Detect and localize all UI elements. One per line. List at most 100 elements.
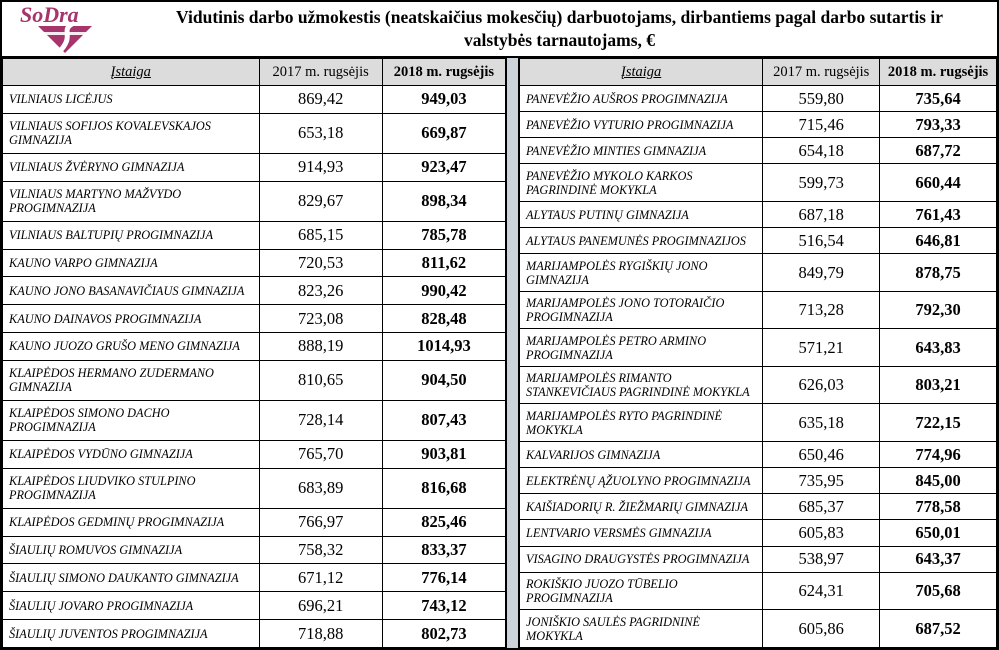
table-row: MARIJAMPOLĖS PETRO ARMINO PROGIMNAZIJA 57… (518, 328, 997, 367)
institution-name-cell: KAIŠIADORIŲ R. ŽIEŽMARIŲ GIMNAZIJA (518, 493, 764, 521)
table-row: PANEVĖŽIO MINTIES GIMNAZIJA 654,18 687,72 (518, 137, 997, 165)
salary-table-right: Įstaiga 2017 m. rugsėjis 2018 m. rugsėji… (518, 58, 997, 648)
value-2018-cell: 833,37 (381, 535, 507, 565)
table-header-row: Įstaiga 2017 m. rugsėjis 2018 m. rugsėji… (2, 58, 507, 86)
value-2018-cell: 669,87 (381, 112, 507, 154)
table-row: KAUNO VARPO GIMNAZIJA 720,53 811,62 (2, 248, 507, 278)
salary-table: Įstaiga 2017 m. rugsėjis 2018 m. rugsėji… (2, 58, 507, 648)
value-2017-cell: 849,79 (762, 253, 881, 292)
value-2017-cell: 626,03 (762, 365, 881, 405)
value-2017-cell: 685,15 (258, 220, 383, 250)
value-2017-cell: 605,83 (762, 519, 881, 547)
value-2017-cell: 914,93 (258, 152, 383, 182)
table-separator (506, 58, 519, 648)
institution-name-cell: MARIJAMPOLĖS RYTO PAGRINDINĖ MOKYKLA (518, 403, 764, 442)
table-row: PANEVĖŽIO VYTURIO PROGIMNAZIJA 715,46 793,… (518, 111, 997, 139)
value-2018-cell: 793,33 (879, 111, 997, 139)
table-row: VILNIAUS BALTUPIŲ PROGIMNAZIJA 685,15 785,… (2, 220, 507, 250)
value-2017-cell: 723,08 (258, 304, 383, 334)
table-row: MARIJAMPOLĖS RYGIŠKIŲ JONO GIMNAZIJA 849,… (518, 253, 997, 292)
value-2018-cell: 898,34 (381, 180, 507, 222)
institution-name-cell: VILNIAUS MARTYNO MAŽVYDO PROGIMNAZIJA (2, 180, 260, 222)
value-2018-cell: 646,81 (879, 227, 997, 255)
value-2017-cell: 671,12 (258, 563, 383, 593)
value-2017-cell: 715,46 (762, 111, 881, 139)
value-2018-cell: 650,01 (879, 519, 997, 547)
column-header-2017: 2017 m. rugsėjis (258, 58, 383, 86)
table-row: VILNIAUS LICĖJUS 869,42 949,03 (2, 85, 507, 114)
value-2017-cell: 766,97 (258, 507, 383, 537)
table-row: MARIJAMPOLĖS RYTO PAGRINDINĖ MOKYKLA 635,… (518, 403, 997, 442)
value-2018-cell: 792,30 (879, 290, 997, 330)
value-2017-cell: 758,32 (258, 535, 383, 565)
value-2018-cell: 660,44 (879, 163, 997, 202)
value-2017-cell: 696,21 (258, 591, 383, 621)
institution-name-cell: KALVARIJOS GIMNAZIJA (518, 440, 764, 469)
value-2018-cell: 825,46 (381, 507, 507, 537)
tables-area: Įstaiga 2017 m. rugsėjis 2018 m. rugsėji… (2, 58, 997, 648)
institution-name-cell: KAUNO DAINAVOS PROGIMNAZIJA (2, 304, 260, 334)
value-2017-cell: 571,21 (762, 328, 881, 367)
value-2018-cell: 802,73 (381, 619, 507, 648)
table-row: KLAIPĖDOS VYDŪNO GIMNAZIJA 765,70 903,81 (2, 439, 507, 469)
value-2018-cell: 776,14 (381, 563, 507, 593)
column-header-2017: 2017 m. rugsėjis (762, 58, 881, 86)
institution-name-cell: JONIŠKIO SAULĖS PAGRIDNINĖ MOKYKLA (518, 609, 764, 648)
institution-name-cell: MARIJAMPOLĖS JONO TOTORAIČIO PROGIMNAZIJ… (518, 290, 764, 330)
table-row: MARIJAMPOLĖS JONO TOTORAIČIO PROGIMNAZIJ… (518, 290, 997, 330)
value-2017-cell: 823,26 (258, 276, 383, 306)
value-2018-cell: 1014,93 (381, 332, 507, 361)
column-header-2018: 2018 m. rugsėjis (879, 58, 997, 86)
table-row: ALYTAUS PANEMUNĖS PROGIMNAZIJOS 516,54 646… (518, 227, 997, 255)
table-row: LENTVARIO VERSMĖS GIMNAZIJA 605,83 650,01 (518, 519, 997, 547)
column-header-2018: 2018 m. rugsėjis (381, 58, 507, 86)
institution-name-cell: ŠIAULIŲ ROMUVOS GIMNAZIJA (2, 535, 260, 565)
institution-name-cell: MARIJAMPOLĖS RYGIŠKIŲ JONO GIMNAZIJA (518, 253, 764, 292)
value-2017-cell: 624,31 (762, 571, 881, 611)
table-header-row: Įstaiga 2017 m. rugsėjis 2018 m. rugsėji… (518, 58, 997, 86)
table-row: ROKIŠKIO JUOZO TŪBELIO PROGIMNAZIJA 624,3… (518, 571, 997, 611)
table-row: ELEKTRĖNŲ ĄŽUOLYNO PROGIMNAZIJA 735,95 845… (518, 467, 997, 495)
value-2017-cell: 713,28 (762, 290, 881, 330)
table-row: VILNIAUS SOFIJOS KOVALEVSKAJOS GIMNAZIJA… (2, 112, 507, 154)
value-2018-cell: 828,48 (381, 304, 507, 334)
table-row: KAUNO JUOZO GRUŠO MENO GIMNAZIJA 888,19 10… (2, 332, 507, 361)
institution-name-cell: VILNIAUS SOFIJOS KOVALEVSKAJOS GIMNAZIJA (2, 112, 260, 154)
salary-table-left: Įstaiga 2017 m. rugsėjis 2018 m. rugsėji… (2, 58, 507, 648)
institution-name-cell: KAUNO VARPO GIMNAZIJA (2, 248, 260, 278)
value-2017-cell: 654,18 (762, 137, 881, 165)
institution-name-cell: ŠIAULIŲ JUVENTOS PROGIMNAZIJA (2, 619, 260, 648)
table-row: KAUNO DAINAVOS PROGIMNAZIJA 723,08 828,48 (2, 304, 507, 334)
value-2018-cell: 904,50 (381, 359, 507, 401)
value-2017-cell: 735,95 (762, 467, 881, 495)
institution-name-cell: ROKIŠKIO JUOZO TŪBELIO PROGIMNAZIJA (518, 571, 764, 611)
value-2017-cell: 728,14 (258, 399, 383, 441)
value-2018-cell: 778,58 (879, 493, 997, 521)
value-2018-cell: 803,21 (879, 365, 997, 405)
value-2017-cell: 599,73 (762, 163, 881, 202)
table-row: MARIJAMPOLĖS RIMANTO STANKEVIČIAUS PAGRI… (518, 365, 997, 405)
value-2018-cell: 705,68 (879, 571, 997, 611)
column-header-institution: Įstaiga (2, 58, 260, 86)
value-2018-cell: 643,37 (879, 545, 997, 573)
value-2018-cell: 687,52 (879, 609, 997, 648)
value-2017-cell: 810,65 (258, 359, 383, 401)
table-row: VISAGINO DRAUGYSTĖS PROGIMNAZIJA 538,97 64… (518, 545, 997, 573)
value-2018-cell: 722,15 (879, 403, 997, 442)
institution-name-cell: ŠIAULIŲ JOVARO PROGIMNAZIJA (2, 591, 260, 621)
institution-name-cell: LENTVARIO VERSMĖS GIMNAZIJA (518, 519, 764, 547)
value-2018-cell: 807,43 (381, 399, 507, 441)
value-2017-cell: 718,88 (258, 619, 383, 648)
institution-name-cell: PANEVĖŽIO MYKOLO KARKOS PAGRINDINĖ MOKYK… (518, 163, 764, 202)
value-2017-cell: 720,53 (258, 248, 383, 278)
value-2017-cell: 538,97 (762, 545, 881, 573)
table-row: PANEVĖŽIO MYKOLO KARKOS PAGRINDINĖ MOKYK… (518, 163, 997, 202)
value-2017-cell: 605,86 (762, 609, 881, 648)
value-2018-cell: 687,72 (879, 137, 997, 165)
value-2017-cell: 683,89 (258, 467, 383, 509)
salary-table: Įstaiga 2017 m. rugsėjis 2018 m. rugsėji… (518, 58, 997, 648)
table-row: ALYTAUS PUTINŲ GIMNAZIJA 687,18 761,43 (518, 200, 997, 229)
institution-name-cell: VILNIAUS LICĖJUS (2, 85, 260, 114)
value-2018-cell: 949,03 (381, 85, 507, 114)
